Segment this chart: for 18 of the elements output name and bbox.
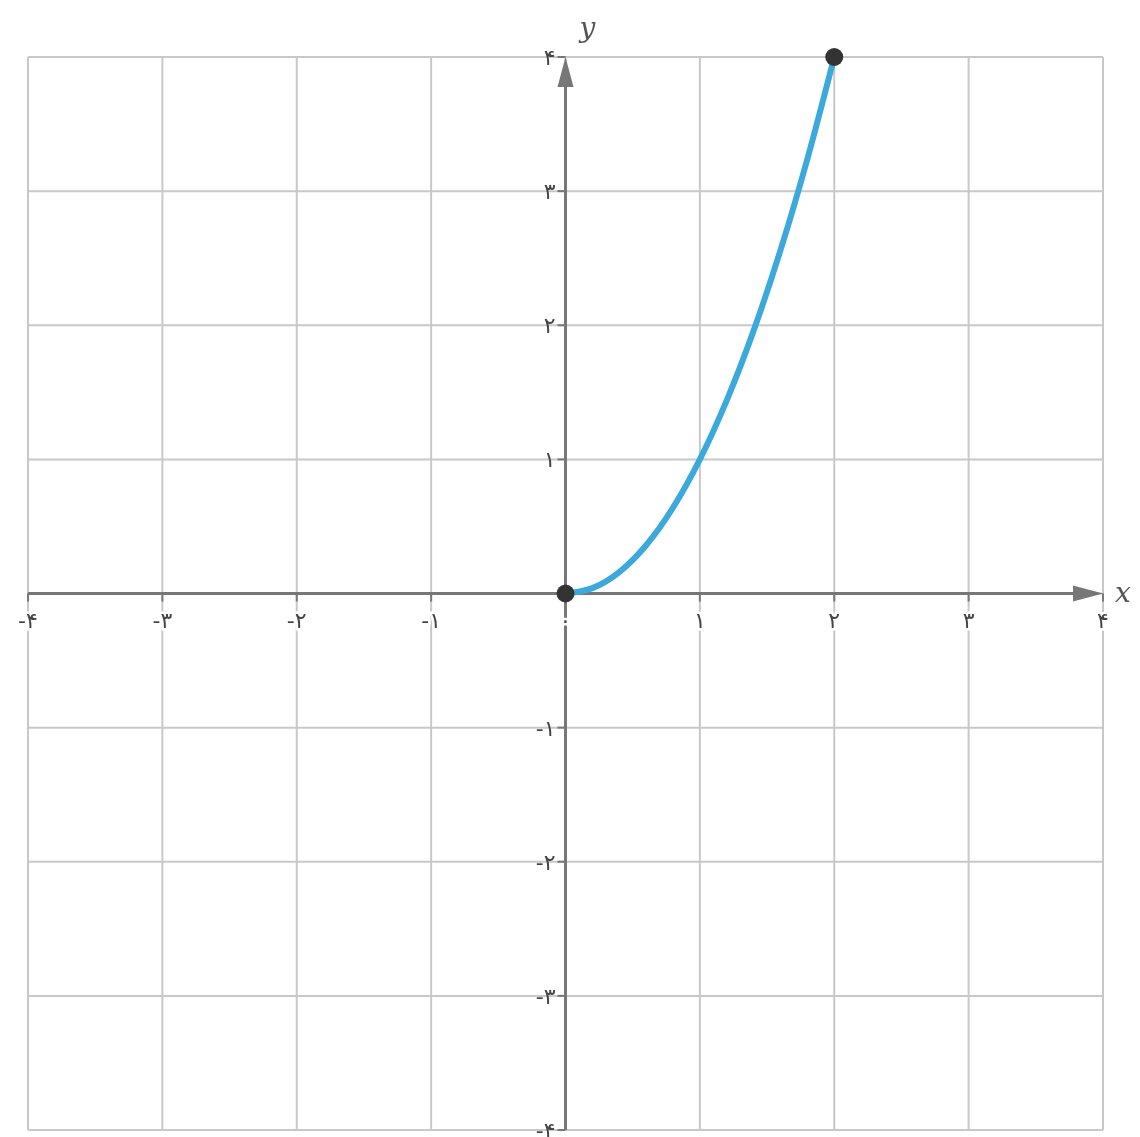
y-tick-label: ۱ <box>543 447 556 473</box>
y-tick-label: ۲ <box>543 313 556 339</box>
y-tick-label: ۳ <box>543 179 556 205</box>
y-tick-label: ۴ <box>543 45 556 70</box>
x-tick-label: ۲ <box>828 607 841 633</box>
x-tick-label: -۴ <box>18 607 38 633</box>
y-tick-label: -۱ <box>535 715 556 741</box>
y-tick-label: -۳ <box>535 983 556 1009</box>
y-tick-label: -۲ <box>535 849 556 875</box>
y-axis-title: y <box>577 11 597 44</box>
x-tick-label: ۴ <box>1097 607 1109 633</box>
x-tick-label: ۰ <box>559 607 572 633</box>
x-tick-label: -۱ <box>421 607 442 633</box>
x-axis-title: x <box>1115 575 1132 609</box>
x-tick-label: -۳ <box>152 607 173 633</box>
x-tick-label: ۱ <box>693 607 706 633</box>
x-tick-label: ۳ <box>962 607 975 633</box>
x-tick-label: -۲ <box>286 607 307 633</box>
